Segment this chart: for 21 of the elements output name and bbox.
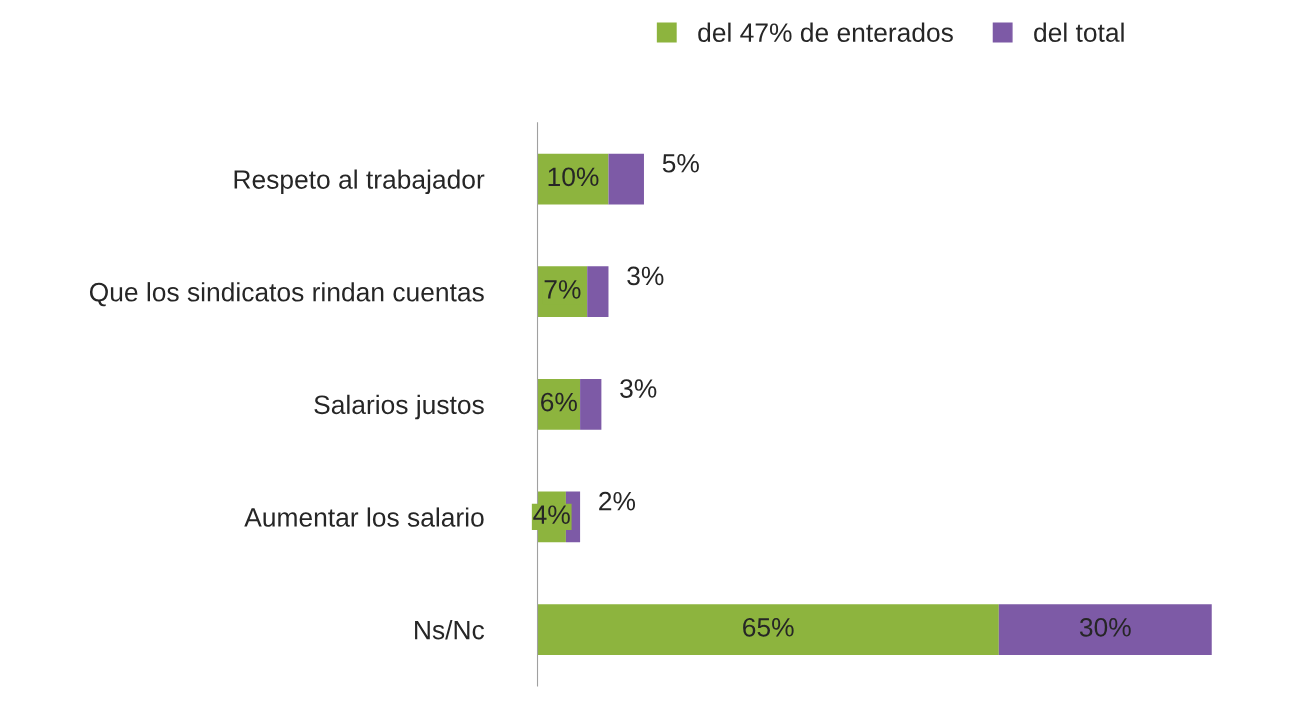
y-tick-label: Ns/Nc bbox=[415, 620, 485, 640]
data-label: 4% bbox=[533, 505, 570, 524]
data-label: 3% bbox=[620, 379, 657, 398]
data-label: 30% bbox=[1079, 617, 1131, 637]
y-tick-label: Que los sindicatos rindan cuentas bbox=[89, 282, 484, 307]
legend-label: del 47% de enterados bbox=[698, 22, 953, 42]
y-tick-label: Aumentar los salario bbox=[244, 507, 484, 527]
bar bbox=[537, 604, 999, 655]
bar bbox=[587, 266, 609, 318]
data-label: 2% bbox=[599, 491, 636, 511]
y-tick-label: Respeto al trabajador bbox=[234, 169, 485, 195]
y-tick-label: Salarios justos bbox=[314, 394, 484, 420]
bar bbox=[608, 153, 644, 205]
data-label: 10% bbox=[548, 167, 599, 187]
legend-label: del total bbox=[1034, 22, 1124, 42]
data-label: 7% bbox=[544, 280, 581, 299]
data-label: 6% bbox=[541, 392, 577, 412]
data-label: 65% bbox=[743, 617, 794, 637]
data-label: 3% bbox=[627, 266, 664, 286]
bar bbox=[998, 604, 1212, 655]
data-label: 5% bbox=[662, 154, 699, 173]
